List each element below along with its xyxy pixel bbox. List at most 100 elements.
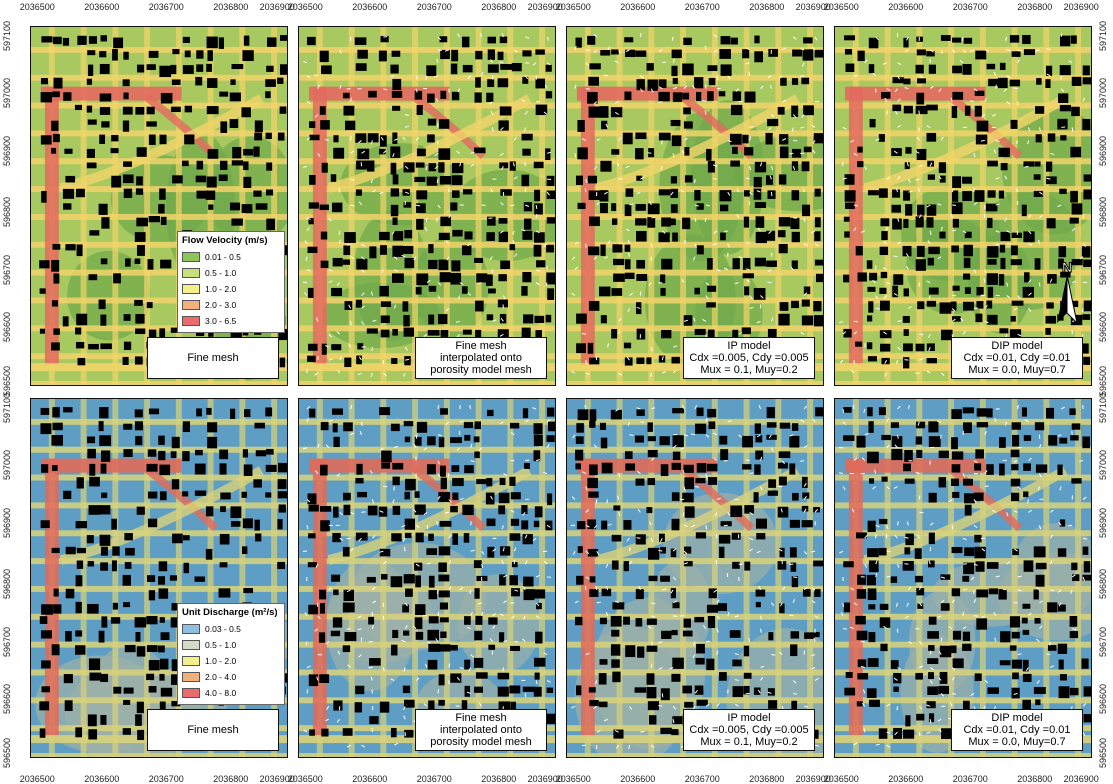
building	[403, 630, 410, 636]
street-vertical	[711, 399, 718, 757]
velocity-arrow	[405, 114, 410, 116]
velocity-arrow	[1049, 641, 1051, 646]
panel-label-line: Fine mesh	[455, 340, 507, 352]
velocity-arrow	[882, 267, 887, 271]
velocity-arrow	[1006, 230, 1011, 233]
building	[379, 231, 390, 241]
building	[880, 643, 888, 652]
velocity-arrow	[361, 256, 365, 260]
building	[670, 204, 678, 213]
street-horizontal	[299, 325, 555, 332]
legend-label: 2.0 - 4.0	[205, 672, 237, 682]
velocity-arrow	[513, 253, 518, 258]
building	[75, 727, 83, 738]
building	[52, 134, 60, 143]
building	[135, 435, 143, 446]
building	[682, 63, 694, 76]
velocity-arrow	[402, 136, 406, 141]
building	[975, 449, 984, 459]
velocity-arrow	[1017, 295, 1021, 299]
building	[927, 560, 935, 568]
velocity-arrow	[372, 586, 376, 591]
velocity-arrow	[585, 524, 590, 528]
velocity-arrow	[305, 256, 308, 261]
building	[451, 175, 463, 185]
velocity-arrow	[897, 62, 902, 66]
building	[52, 407, 60, 418]
building	[926, 300, 937, 307]
velocity-arrow	[425, 75, 428, 80]
building	[869, 272, 878, 281]
building	[220, 121, 228, 133]
building	[927, 658, 939, 664]
building	[1034, 617, 1041, 624]
legend-swatch	[182, 688, 200, 698]
street-vertical	[348, 27, 355, 385]
building	[856, 630, 868, 641]
building	[777, 462, 788, 469]
building	[601, 520, 608, 530]
velocity-arrow	[306, 101, 311, 105]
velocity-arrow	[336, 473, 341, 477]
building	[438, 546, 451, 556]
building	[438, 492, 451, 503]
building	[903, 190, 911, 201]
building	[546, 435, 555, 442]
building	[999, 437, 1006, 448]
panel-label-box: IP model Cdx =0.005, Cdy =0.005 Mux = 0.1,…	[683, 337, 815, 379]
building	[588, 190, 600, 200]
velocity-arrow	[543, 471, 548, 475]
building	[87, 448, 96, 459]
building	[1082, 574, 1091, 581]
building	[952, 176, 962, 188]
velocity-arrow	[993, 612, 997, 617]
velocity-arrow	[1039, 625, 1043, 630]
building	[521, 327, 531, 338]
building	[159, 491, 167, 501]
velocity-arrow	[1036, 586, 1040, 591]
velocity-arrow	[863, 408, 866, 413]
building	[777, 230, 786, 238]
velocity-arrow	[736, 188, 740, 193]
building	[845, 671, 853, 678]
building	[1058, 686, 1070, 699]
velocity-arrow	[980, 139, 985, 142]
building	[100, 463, 107, 474]
building	[509, 533, 521, 541]
building	[636, 357, 645, 364]
building	[744, 91, 756, 103]
velocity-arrow	[605, 611, 609, 616]
building	[589, 464, 598, 476]
building	[440, 408, 448, 415]
velocity-arrow	[781, 460, 786, 465]
building	[134, 299, 143, 306]
velocity-arrow	[714, 512, 718, 517]
velocity-arrow	[897, 175, 901, 180]
velocity-arrow	[1050, 589, 1055, 592]
x-tick-top: 2036700	[416, 2, 452, 12]
velocity-arrow	[628, 744, 630, 750]
velocity-arrow	[636, 537, 641, 539]
building	[928, 287, 939, 295]
velocity-arrow	[760, 676, 764, 681]
building	[939, 231, 946, 239]
building	[998, 274, 1005, 286]
building	[100, 562, 109, 571]
velocity-arrow	[393, 256, 398, 260]
building	[951, 409, 962, 420]
velocity-arrow	[543, 652, 548, 656]
building	[87, 119, 97, 125]
building	[509, 476, 516, 486]
building	[1071, 423, 1081, 430]
velocity-arrow	[455, 320, 460, 323]
building	[265, 79, 276, 87]
building	[321, 343, 327, 355]
building	[499, 106, 512, 116]
building	[976, 286, 984, 296]
velocity-arrow	[370, 676, 373, 681]
velocity-arrow	[970, 49, 975, 52]
building	[160, 687, 173, 697]
building	[205, 190, 216, 200]
building	[333, 436, 340, 448]
building	[498, 505, 506, 515]
